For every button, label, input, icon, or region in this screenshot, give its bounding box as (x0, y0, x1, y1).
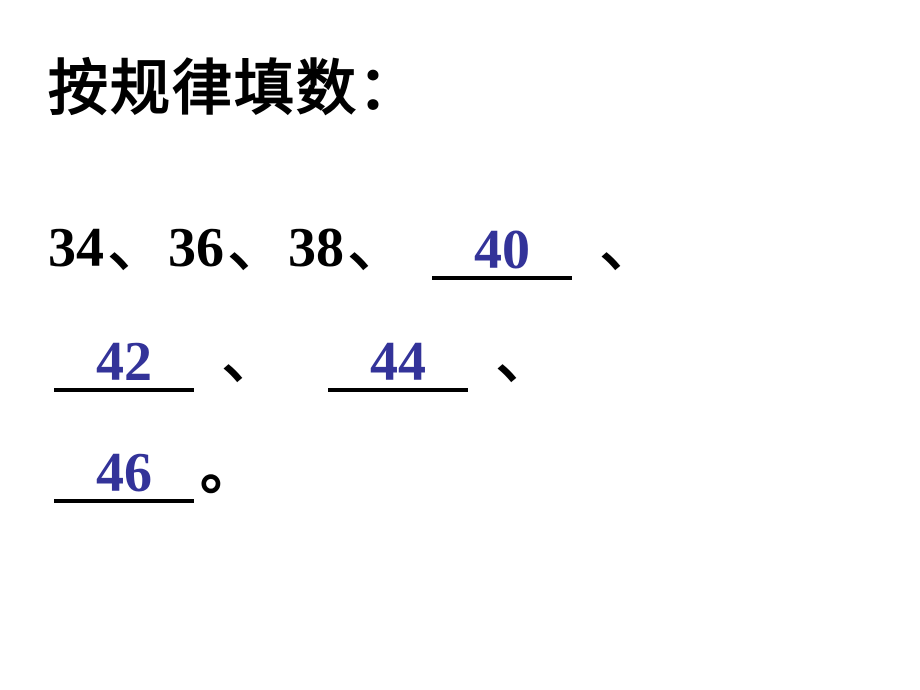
answer-blank: 46 (54, 443, 194, 503)
answer-blank: 40 (432, 220, 572, 280)
given-number: 34 (48, 217, 104, 279)
answer-blank: 44 (328, 332, 468, 392)
separator: 、 (108, 217, 164, 279)
answer-value: 46 (96, 445, 152, 501)
sequence-line-3: 46 。 (48, 420, 872, 524)
answer-value: 40 (474, 222, 530, 278)
separator: 、 (228, 217, 284, 279)
sequence-line-1: 34、36、38、40、 (48, 197, 872, 301)
period: 。 (200, 440, 256, 502)
separator: 、 (600, 217, 656, 279)
answer-value: 44 (370, 334, 426, 390)
separator: 、 (222, 329, 278, 391)
answer-value: 42 (96, 334, 152, 390)
separator: 、 (348, 217, 404, 279)
number-sequence: 34、36、38、40、 42、44、 46。 (48, 197, 872, 524)
answer-blank: 42 (54, 332, 194, 392)
separator: 、 (496, 329, 552, 391)
page-title: 按规律填数： (48, 40, 872, 127)
given-number: 38 (288, 217, 344, 279)
sequence-line-2: 42 、 44 、 (48, 309, 872, 413)
given-number: 36 (168, 217, 224, 279)
slide-content: 按规律填数： 34、36、38、40、 42、44、 46。 (0, 0, 920, 572)
